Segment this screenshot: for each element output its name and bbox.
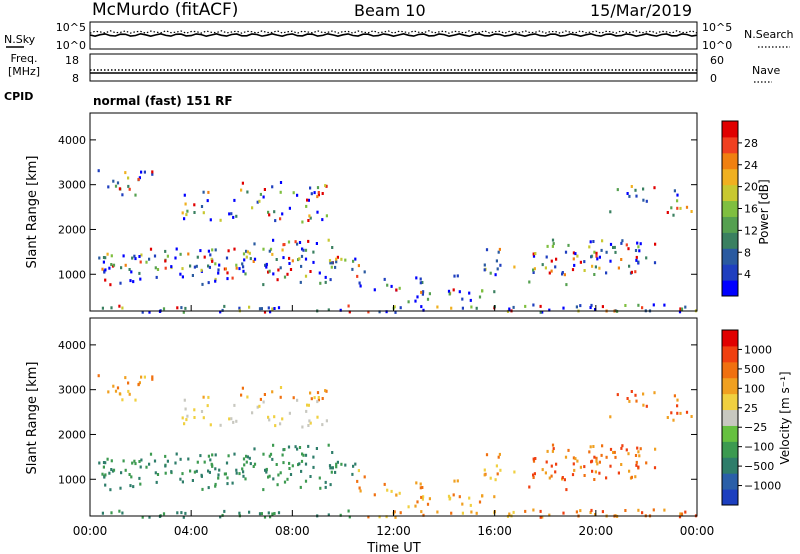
colorbar-band (722, 377, 738, 395)
colorbar-tick-label: −100 (744, 441, 774, 454)
colorbar-tick-label: 4 (744, 268, 751, 281)
colorbar-band (722, 409, 738, 426)
colorbar-tick-label: 8 (744, 246, 751, 259)
colorbar-band (722, 361, 738, 379)
velocity-y-axis: 1000 2000 3000 4000 (58, 339, 697, 486)
x-tick-label: 08:00 (275, 524, 310, 538)
frequency-panel-frame (89, 53, 698, 82)
noise-left-tick-top: 10^5 (56, 21, 86, 34)
time-axis: 00:00 04:00 08:00 12:00 16:00 20:00 00:00 (73, 305, 715, 538)
colorbar-band (722, 152, 738, 170)
colorbar-band (722, 184, 738, 202)
colorbar-band (722, 136, 738, 154)
velocity-heatmap (97, 374, 698, 519)
velocity-panel-frame (89, 317, 698, 517)
freq-label: Freq. (10, 52, 37, 65)
colorbar-band (722, 457, 738, 474)
colorbar-band (722, 425, 738, 442)
colorbar-band (722, 441, 738, 458)
colorbar-band (722, 280, 738, 297)
noise-right-tick-bottom: 10^0 (702, 39, 732, 52)
colorbar-tick-label: −1000 (744, 480, 781, 493)
time-axis-label: Time UT (366, 541, 420, 554)
x-tick-label: 00:00 (73, 524, 108, 538)
colorbar-tick-label: 20 (744, 181, 758, 194)
colorbar-tick-label: 25 (744, 402, 758, 415)
freq-left-tick-bottom: 8 (72, 72, 79, 85)
colorbar-band (722, 248, 738, 265)
nave-right-tick-top: 60 (710, 54, 724, 67)
station-title: McMurdo (fitACF) (92, 0, 239, 20)
power-heatmap (97, 169, 698, 314)
y-tick-label: 3000 (58, 179, 86, 192)
cpid-label: CPID (4, 90, 33, 103)
freq-left-tick-top: 18 (65, 54, 79, 67)
power-colorbar: 4 8 12 16 20 24 28 (721, 120, 758, 297)
n-sky-line (89, 32, 698, 38)
velocity-ylabel: Slant Range [km] (25, 362, 40, 475)
colorbar-band (722, 345, 738, 363)
colorbar-band (722, 121, 738, 138)
velocity-colorbar: −1000 −500 −100 −25 25 100 500 1000 (721, 329, 781, 506)
nave-right-tick-bottom: 0 (710, 72, 717, 85)
colorbar-band (722, 200, 738, 217)
colorbar-band (722, 330, 738, 347)
colorbar-band (722, 168, 738, 186)
power-colorbar-label: Power [dB] (757, 179, 771, 244)
colorbar-tick-label: 12 (744, 224, 758, 237)
n-search-label: N.Search (744, 28, 794, 41)
colorbar-tick-label: 500 (744, 363, 765, 376)
colorbar-band (722, 489, 738, 506)
power-panel-frame (89, 112, 698, 312)
y-tick-label: 1000 (58, 268, 86, 281)
n-sky-label: N.Sky (4, 33, 36, 46)
colorbar-tick-label: 28 (744, 137, 758, 150)
n-search-line (89, 30, 698, 34)
mode-text: normal (fast) 151 RF (93, 94, 233, 108)
date-title: 15/Mar/2019 (590, 1, 693, 20)
y-tick-label: 2000 (58, 223, 86, 236)
power-ylabel: Slant Range [km] (25, 156, 40, 269)
nave-label: Nave (752, 64, 780, 77)
colorbar-band (722, 216, 738, 233)
y-tick-label: 4000 (58, 339, 86, 352)
colorbar-band (722, 473, 738, 490)
y-tick-label: 3000 (58, 384, 86, 397)
velocity-colorbar-label: Velocity [m s⁻¹] (778, 371, 792, 464)
colorbar-tick-label: 16 (744, 203, 758, 216)
noise-right-tick-top: 10^5 (702, 21, 732, 34)
power-y-axis: 1000 2000 3000 4000 (58, 134, 697, 281)
y-tick-label: 2000 (58, 428, 86, 441)
y-tick-label: 4000 (58, 134, 86, 147)
colorbar-band (722, 264, 738, 281)
y-tick-label: 1000 (58, 473, 86, 486)
colorbar-tick-label: 100 (744, 382, 765, 395)
x-tick-label: 00:00 (680, 524, 715, 538)
colorbar-band (722, 393, 738, 411)
x-tick-label: 16:00 (477, 524, 512, 538)
x-tick-label: 12:00 (376, 524, 411, 538)
freq-unit-label: [MHz] (8, 65, 40, 78)
beam-title: Beam 10 (354, 1, 426, 20)
colorbar-tick-label: 24 (744, 159, 758, 172)
colorbar-frame (721, 329, 739, 506)
x-tick-label: 04:00 (174, 524, 209, 538)
noise-left-tick-bottom: 10^0 (56, 39, 86, 52)
colorbar-band (722, 232, 738, 249)
colorbar-tick-label: −500 (744, 460, 774, 473)
colorbar-tick-label: 1000 (744, 343, 772, 356)
x-tick-label: 20:00 (579, 524, 614, 538)
colorbar-tick-label: −25 (744, 421, 767, 434)
